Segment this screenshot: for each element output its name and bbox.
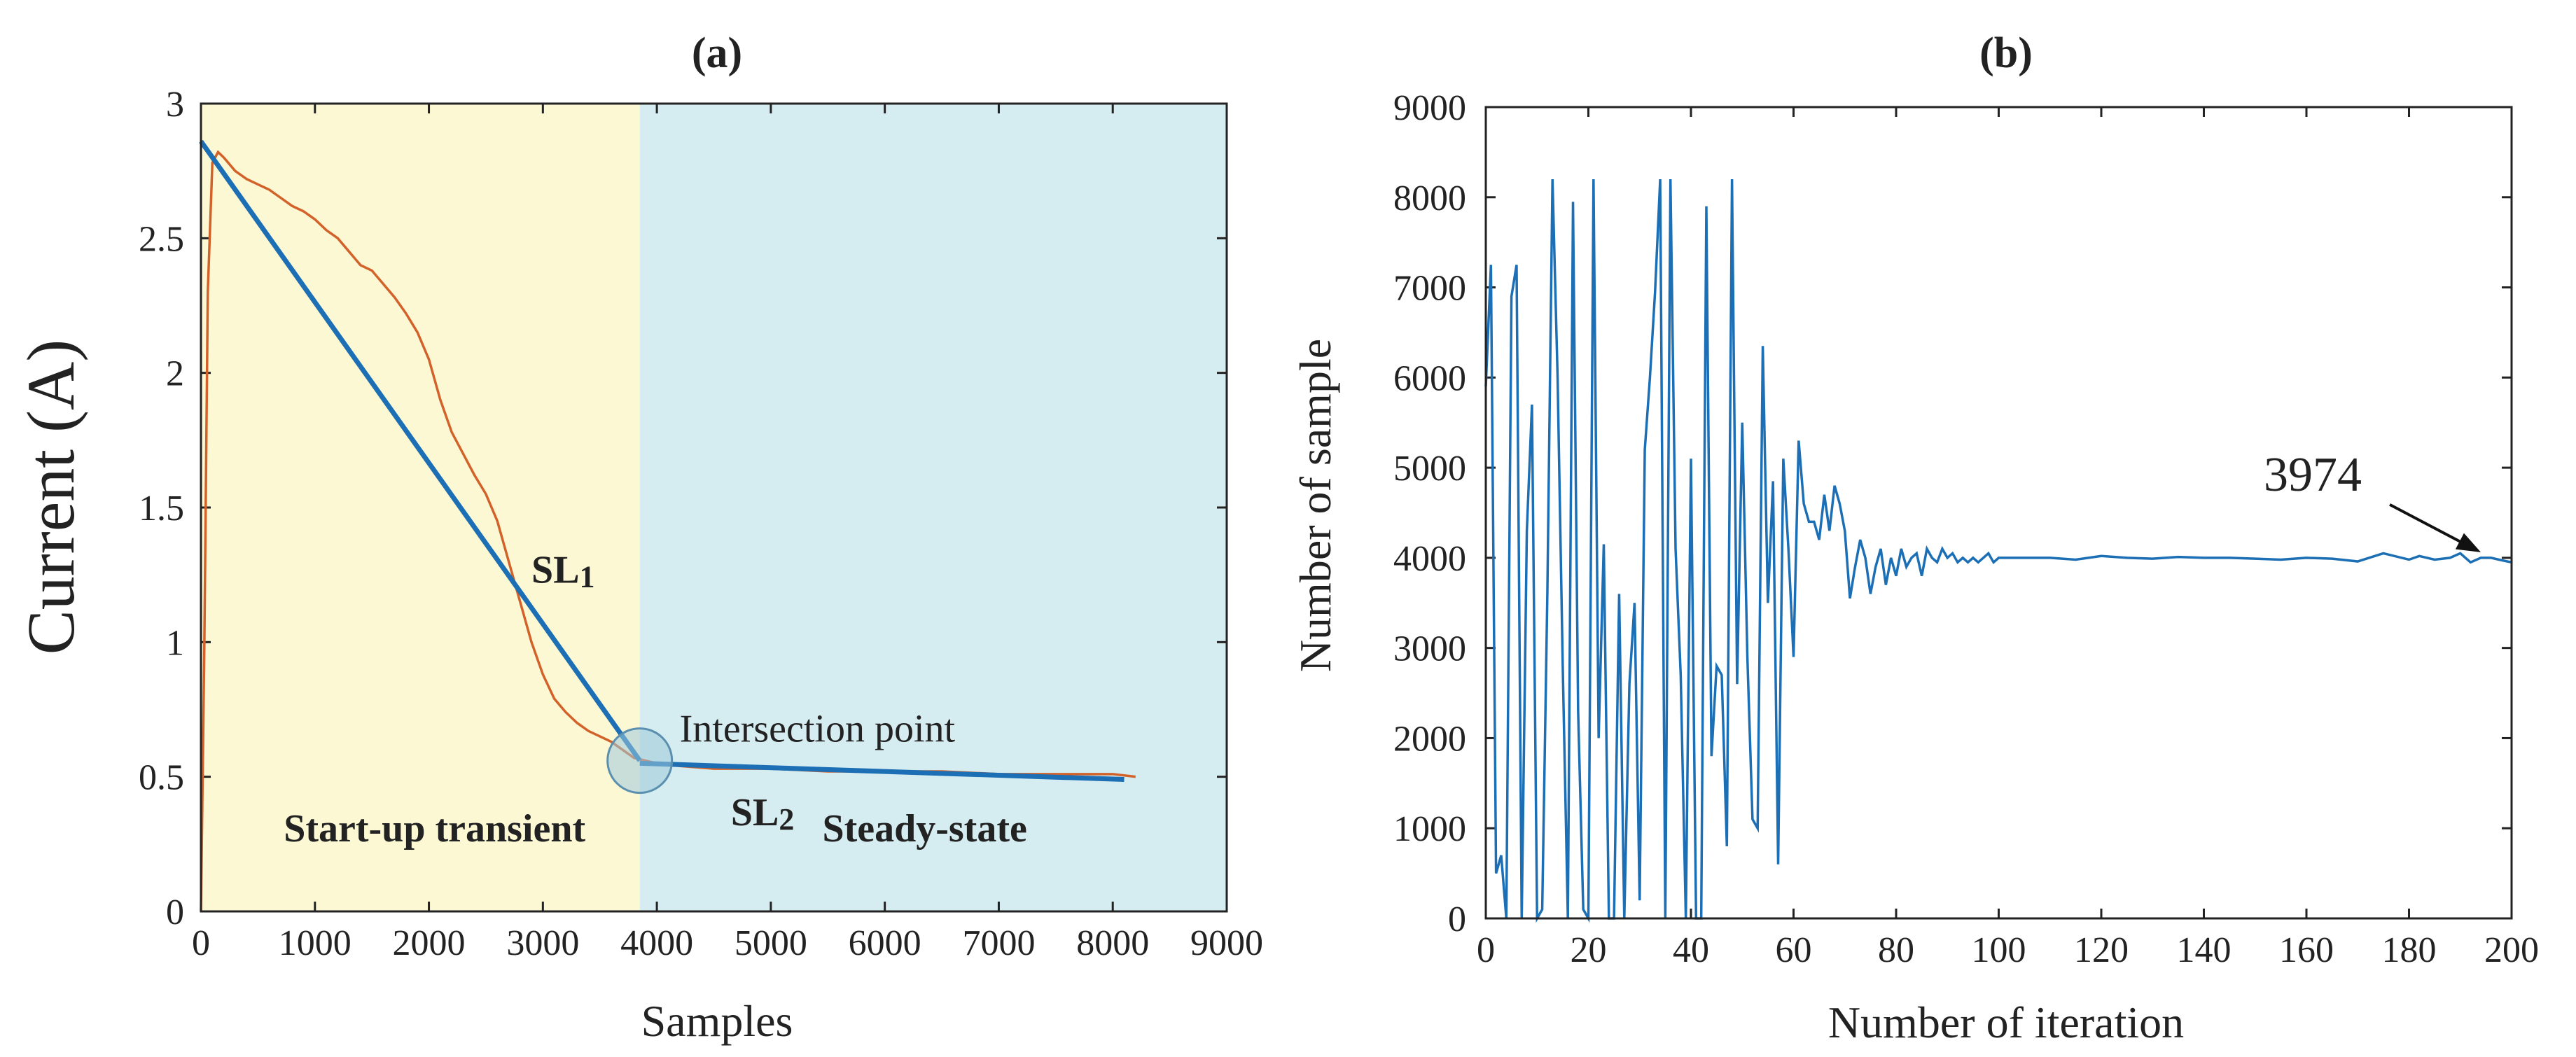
- sl2-label: SL2: [731, 791, 795, 836]
- y-tick-label: 3: [166, 85, 184, 125]
- annotation-3974: 3974: [2264, 448, 2362, 502]
- panel-b-ticks: 0 20 40 60 80 100 120 140 160 180 2000100020003000…: [1393, 88, 2539, 970]
- region-start-up-transient: [201, 104, 640, 911]
- x-tick-label: 160: [2279, 930, 2334, 970]
- x-tick-label: 8000: [1076, 923, 1149, 963]
- x-tick-label: 0: [1477, 930, 1495, 970]
- y-tick-label: 0: [166, 892, 184, 932]
- x-tick-label: 60: [1776, 930, 1812, 970]
- y-tick-label: 8000: [1393, 178, 1466, 218]
- sl2-label-text: SL: [731, 791, 779, 834]
- sl1-label-subscript: 1: [580, 560, 595, 594]
- y-tick-label: 4000: [1393, 539, 1466, 579]
- y-tick-label: 5000: [1393, 449, 1466, 489]
- y-tick-label: 9000: [1393, 88, 1466, 128]
- x-tick-label: 6000: [849, 923, 921, 963]
- panel-a-plot-frame: [200, 102, 1228, 913]
- y-tick-label: 3000: [1393, 629, 1466, 669]
- panel-a-title: (a): [692, 29, 742, 77]
- x-tick-label: 3000: [506, 923, 579, 963]
- y-tick-label: 7000: [1393, 269, 1466, 309]
- intersection-point-label: Intersection point: [680, 708, 956, 751]
- x-tick-label: 20: [1571, 930, 1607, 970]
- x-tick-label: 200: [2484, 930, 2539, 970]
- x-tick-label: 40: [1673, 930, 1709, 970]
- y-tick-label: 1: [166, 623, 184, 663]
- annotation-arrow: [2389, 503, 2472, 549]
- y-tick-label: 2000: [1393, 719, 1466, 759]
- x-tick-label: 5000: [734, 923, 807, 963]
- panel-a-x-axis-label: Samples: [641, 996, 793, 1046]
- sl1-fit-line: [199, 139, 642, 762]
- chart-panel-a: (a) 0 1000 2000 3000 4000 5000 6000 7000 8000 900…: [13, 29, 1263, 1046]
- intersection-point-marker: [606, 727, 674, 794]
- x-tick-label: 140: [2177, 930, 2232, 970]
- sl2-fit-line: [639, 760, 1125, 783]
- x-tick-label: 100: [1972, 930, 2026, 970]
- x-tick-label: 4000: [620, 923, 693, 963]
- panel-b-y-axis-label: Number of sample: [1290, 339, 1340, 672]
- sl1-label: SL1: [531, 549, 595, 594]
- x-tick-label: 2000: [393, 923, 466, 963]
- y-tick-label: 1000: [1393, 809, 1466, 849]
- panel-b-x-axis-label: Number of iteration: [1828, 997, 2184, 1047]
- x-tick-label: 120: [2074, 930, 2129, 970]
- y-tick-label: 1.5: [139, 489, 184, 528]
- y-tick-label: 0.5: [139, 758, 184, 798]
- y-tick-label: 2.5: [139, 219, 184, 259]
- y-tick-label: 2: [166, 354, 184, 394]
- chart-panel-b: (b) 0 20 40 60 80 100 120 140 160 180 200010002000…: [1290, 29, 2539, 1047]
- start-up-transient-label: Start-up transient: [284, 807, 585, 850]
- panel-a-y-axis-label: Current (A): [13, 340, 88, 655]
- panel-a-ticks: 0 1000 2000 3000 4000 5000 6000 7000 8000 9000 0 0.…: [139, 85, 1263, 963]
- x-tick-label: 80: [1878, 930, 1914, 970]
- y-tick-label: 0: [1448, 899, 1466, 939]
- x-tick-label: 180: [2382, 930, 2437, 970]
- sl2-label-subscript: 2: [779, 802, 794, 836]
- x-tick-label: 0: [192, 923, 210, 963]
- x-tick-label: 1000: [279, 923, 351, 963]
- x-tick-label: 9000: [1190, 923, 1263, 963]
- annotation-arrow-head: [2455, 533, 2481, 552]
- number-of-sample-line: [1484, 178, 2512, 923]
- sl1-label-text: SL: [531, 549, 580, 592]
- panel-b-plot-frame: [1484, 106, 2513, 920]
- panel-b-title: (b): [1979, 29, 2033, 77]
- x-tick-label: 7000: [962, 923, 1035, 963]
- y-tick-label: 6000: [1393, 358, 1466, 398]
- region-steady-state: [639, 104, 1227, 911]
- steady-state-label: Steady-state: [822, 807, 1026, 850]
